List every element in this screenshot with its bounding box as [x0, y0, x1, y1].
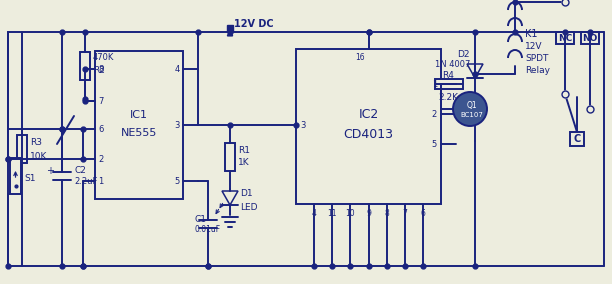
Text: D2: D2 — [458, 49, 470, 59]
Polygon shape — [467, 64, 483, 78]
Text: C1: C1 — [194, 214, 206, 224]
Text: 4: 4 — [312, 209, 316, 218]
Bar — [581, 32, 599, 44]
Bar — [95, 51, 183, 199]
Text: Q1: Q1 — [467, 101, 477, 110]
Text: 8: 8 — [98, 64, 103, 74]
Bar — [225, 143, 235, 171]
Text: S1: S1 — [24, 174, 35, 183]
Text: NO: NO — [582, 34, 598, 43]
Polygon shape — [222, 191, 238, 205]
Text: C2: C2 — [74, 166, 86, 174]
Text: SPDT: SPDT — [525, 53, 548, 62]
Text: R1: R1 — [238, 145, 250, 154]
Text: 6: 6 — [420, 209, 425, 218]
Text: C: C — [573, 134, 581, 144]
Bar — [17, 135, 27, 163]
Text: 0.01uF: 0.01uF — [194, 225, 220, 235]
Text: 6: 6 — [98, 124, 103, 133]
Bar — [570, 132, 584, 146]
Text: BC107: BC107 — [461, 112, 483, 118]
Text: D1: D1 — [240, 189, 253, 199]
Text: 5: 5 — [175, 176, 180, 185]
Text: 1K: 1K — [238, 158, 250, 166]
Bar — [296, 49, 441, 204]
Bar — [556, 32, 574, 44]
Text: 10: 10 — [346, 209, 355, 218]
Text: NC: NC — [558, 34, 572, 43]
Text: IC1: IC1 — [130, 110, 148, 120]
Text: 7: 7 — [402, 209, 407, 218]
Text: 3: 3 — [300, 120, 305, 130]
Text: R3: R3 — [30, 137, 42, 147]
Text: 5: 5 — [431, 139, 437, 149]
Text: Relay: Relay — [525, 66, 550, 74]
Text: 8: 8 — [384, 209, 389, 218]
Text: 3: 3 — [174, 120, 180, 130]
Text: R2: R2 — [93, 66, 105, 75]
Text: 12V: 12V — [525, 41, 542, 51]
Text: 9: 9 — [366, 209, 371, 218]
Text: 12V DC: 12V DC — [234, 19, 274, 29]
Text: +: + — [46, 166, 54, 176]
Bar — [80, 51, 90, 80]
Text: 470K: 470K — [93, 53, 114, 62]
Text: 11: 11 — [327, 209, 337, 218]
Text: 10K: 10K — [30, 151, 47, 160]
Text: 7: 7 — [98, 97, 103, 105]
Text: NE555: NE555 — [121, 128, 157, 138]
Bar — [10, 158, 21, 194]
Text: 16: 16 — [356, 53, 365, 62]
Text: 4: 4 — [175, 64, 180, 74]
Text: CD4013: CD4013 — [343, 128, 394, 141]
Text: LED: LED — [240, 202, 258, 212]
Text: R4: R4 — [442, 70, 455, 80]
Text: 2: 2 — [431, 110, 437, 118]
Bar — [435, 79, 463, 89]
Text: 1: 1 — [431, 80, 437, 89]
Text: 2.2K: 2.2K — [439, 93, 458, 101]
Text: IC2: IC2 — [359, 108, 379, 121]
Circle shape — [453, 92, 487, 126]
Text: K1: K1 — [525, 29, 537, 39]
Text: 1: 1 — [98, 176, 103, 185]
Text: 2: 2 — [98, 154, 103, 164]
Text: 2.2uF: 2.2uF — [74, 176, 97, 185]
Text: 1N 4007: 1N 4007 — [435, 60, 470, 68]
